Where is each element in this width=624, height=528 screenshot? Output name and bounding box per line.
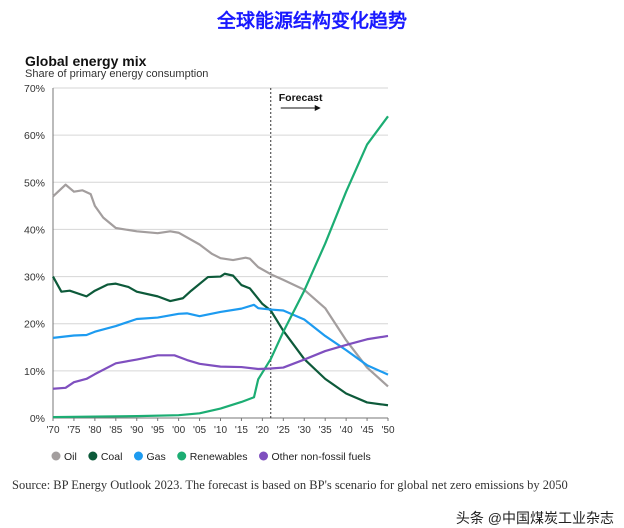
- x-tick-label: '05: [193, 425, 206, 436]
- x-tick-label: '80: [88, 425, 101, 436]
- x-tick-label: '15: [235, 425, 248, 436]
- chart-title: Global energy mix: [25, 53, 147, 69]
- legend-marker: [259, 451, 269, 461]
- series-line-coal: [52, 272, 389, 407]
- legend-marker: [177, 451, 187, 461]
- x-tick-label: '45: [361, 425, 374, 436]
- forecast-label: Forecast: [279, 92, 323, 104]
- legend-marker: [51, 451, 61, 461]
- x-tick-label: '00: [172, 425, 185, 436]
- y-tick-label: 60%: [24, 130, 45, 142]
- y-tick-label: 70%: [24, 83, 45, 95]
- x-tick-label: '20: [256, 425, 269, 436]
- source-note: Source: BP Energy Outlook 2023. The fore…: [12, 478, 568, 492]
- watermark: 头条 @中国煤炭工业杂志: [455, 510, 614, 526]
- x-tick-label: '95: [151, 425, 164, 436]
- legend-marker: [133, 451, 143, 461]
- series-line-gas: [52, 303, 389, 376]
- x-tick-label: '90: [130, 425, 143, 436]
- page-title: 全球能源结构变化趋势: [216, 10, 407, 32]
- chart-subtitle: Share of primary energy consumption: [25, 68, 209, 80]
- legend-label: Oil: [64, 451, 77, 463]
- x-tick-label: '75: [67, 425, 80, 436]
- x-tick-label: '40: [340, 425, 353, 436]
- x-tick-label: '50: [381, 425, 394, 436]
- x-tick-label: '35: [319, 425, 332, 436]
- legend-marker: [88, 451, 98, 461]
- y-tick-label: 30%: [24, 272, 45, 284]
- legend-label: Coal: [101, 451, 123, 463]
- legend-label: Gas: [146, 451, 165, 463]
- forecast-arrow-head: [314, 105, 321, 111]
- x-tick-label: '70: [46, 425, 59, 436]
- x-tick-label: '10: [214, 425, 227, 436]
- x-tick-label: '25: [277, 425, 290, 436]
- y-tick-label: 40%: [24, 224, 45, 236]
- energy-mix-chart: 0% 10% 20% 30% 40% 50% 60% 70% '70 '75 '80 '85 '90 '9…: [24, 83, 395, 463]
- x-tick-label: '85: [109, 425, 122, 436]
- series-line-other-non-fossil-fuels: [52, 334, 389, 390]
- series-line-oil: [52, 183, 389, 388]
- y-tick-label: 10%: [24, 366, 45, 378]
- y-tick-label: 50%: [24, 177, 45, 189]
- y-tick-label: 20%: [24, 319, 45, 331]
- legend-label: Other non-fossil fuels: [272, 451, 371, 463]
- legend-label: Renewables: [190, 451, 248, 463]
- x-tick-label: '30: [298, 425, 311, 436]
- y-tick-label: 0%: [30, 413, 45, 425]
- series-line-renewables: [52, 115, 389, 419]
